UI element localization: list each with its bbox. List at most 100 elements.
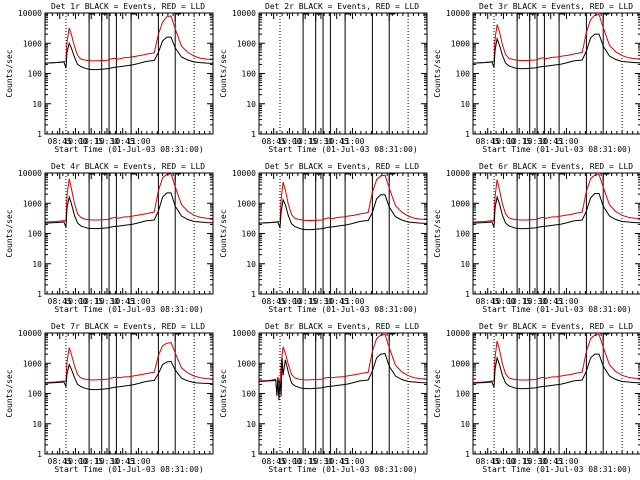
x-tick-label: 11:00 xyxy=(126,297,150,306)
panel-title: Det 7r BLACK = Events, RED = LLD xyxy=(51,322,205,331)
y-tick-label: 100 xyxy=(456,230,471,239)
x-tick-label: 10:45 xyxy=(325,137,349,146)
x-tick-label: 10:00 xyxy=(277,137,301,146)
series-events-line xyxy=(473,353,640,390)
x-tick-label: 10:00 xyxy=(63,297,87,306)
x-tick-label: 10:30 xyxy=(523,297,547,306)
series-lld-line xyxy=(473,13,640,64)
y-tick-label: 10 xyxy=(460,260,470,269)
x-tick-label: 10:00 xyxy=(277,297,301,306)
series-events-line xyxy=(259,352,427,401)
x-tick-label: 10:45 xyxy=(111,297,135,306)
x-axis-label: Start Time (01-Jul-03 08:31:00) xyxy=(482,465,631,474)
x-tick-label: 11:00 xyxy=(554,297,578,306)
x-tick-label: 10:15 xyxy=(507,457,531,466)
x-tick-label: 08:45 xyxy=(48,457,72,466)
x-tick-label: 10:00 xyxy=(491,297,515,306)
series-lld-line xyxy=(45,15,213,64)
x-tick-label: 10:00 xyxy=(491,137,515,146)
x-tick-label: 10:30 xyxy=(309,297,333,306)
y-tick-label: 1 xyxy=(251,130,256,139)
x-tick-label: 10:00 xyxy=(63,137,87,146)
x-tick-label: 10:30 xyxy=(309,457,333,466)
y-tick-label: 100 xyxy=(456,390,471,399)
x-tick-label: 11:00 xyxy=(340,137,364,146)
y-tick-label: 100 xyxy=(28,230,43,239)
x-tick-label: 11:00 xyxy=(340,297,364,306)
x-tick-label: 10:30 xyxy=(95,297,119,306)
x-tick-label: 10:45 xyxy=(539,297,563,306)
panel-title: Det 3r BLACK = Events, RED = LLD xyxy=(479,2,633,11)
y-tick-label: 10 xyxy=(246,260,256,269)
panel-det-1: Det 1r BLACK = Events, RED = LLD 1 10 100 10… xyxy=(5,2,214,154)
x-tick-label: 10:30 xyxy=(95,457,119,466)
y-tick-label: 1000 xyxy=(23,359,42,368)
series-lld-line xyxy=(45,342,213,384)
x-tick-label: 10:30 xyxy=(309,137,333,146)
series-lld-line xyxy=(473,173,640,223)
x-tick-label: 08:45 xyxy=(476,457,500,466)
panel-title: Det 5r BLACK = Events, RED = LLD xyxy=(265,162,419,171)
y-axis-label: Counts/sec xyxy=(5,209,14,257)
panel-title: Det 6r BLACK = Events, RED = LLD xyxy=(479,162,633,171)
y-tick-label: 1 xyxy=(37,450,42,459)
x-tick-label: 11:00 xyxy=(340,457,364,466)
x-tick-label: 08:45 xyxy=(476,297,500,306)
y-tick-label: 1000 xyxy=(23,39,42,48)
y-tick-label: 10 xyxy=(246,420,256,429)
x-tick-label: 10:15 xyxy=(507,137,531,146)
x-tick-label: 10:45 xyxy=(325,297,349,306)
series-lld-line xyxy=(45,173,213,223)
panel-title: Det 4r BLACK = Events, RED = LLD xyxy=(51,162,205,171)
y-tick-label: 1000 xyxy=(451,39,470,48)
y-tick-label: 10 xyxy=(460,420,470,429)
x-tick-label: 10:30 xyxy=(95,137,119,146)
x-tick-label: 11:00 xyxy=(554,137,578,146)
x-tick-label: 11:00 xyxy=(554,457,578,466)
panel-det-4: Det 4r BLACK = Events, RED = LLD 1 10 100 10… xyxy=(5,162,214,314)
series-events-line xyxy=(473,33,640,70)
x-tick-label: 10:45 xyxy=(111,137,135,146)
panel-det-9: Det 9r BLACK = Events, RED = LLD 1 10 100 10… xyxy=(433,322,640,474)
x-tick-label: 10:00 xyxy=(491,457,515,466)
y-tick-label: 10 xyxy=(32,100,42,109)
x-tick-label: 10:30 xyxy=(523,457,547,466)
x-axis-label: Start Time (01-Jul-03 08:31:00) xyxy=(54,465,203,474)
y-tick-label: 1000 xyxy=(451,199,470,208)
y-tick-label: 10000 xyxy=(18,329,42,338)
x-tick-label: 10:45 xyxy=(325,457,349,466)
x-tick-label: 10:15 xyxy=(79,457,103,466)
y-tick-label: 10000 xyxy=(232,169,256,178)
y-tick-label: 1 xyxy=(465,450,470,459)
x-tick-label: 10:15 xyxy=(79,297,103,306)
y-tick-label: 1000 xyxy=(237,359,256,368)
y-tick-label: 10000 xyxy=(446,9,470,18)
x-tick-label: 10:00 xyxy=(63,457,87,466)
x-tick-label: 10:15 xyxy=(293,297,317,306)
x-tick-label: 10:15 xyxy=(293,457,317,466)
x-tick-label: 08:45 xyxy=(48,137,72,146)
y-axis-label: Counts/sec xyxy=(219,209,228,257)
panel-det-3: Det 3r BLACK = Events, RED = LLD 1 10 100 10… xyxy=(433,2,640,154)
x-tick-label: 10:45 xyxy=(539,457,563,466)
y-tick-label: 100 xyxy=(28,70,43,79)
x-tick-label: 08:45 xyxy=(262,297,286,306)
panel-title: Det 1r BLACK = Events, RED = LLD xyxy=(51,2,205,11)
y-tick-label: 1 xyxy=(251,290,256,299)
y-tick-label: 10000 xyxy=(18,169,42,178)
panel-title: Det 2r BLACK = Events, RED = LLD xyxy=(265,2,419,11)
x-axis-label: Start Time (01-Jul-03 08:31:00) xyxy=(268,465,417,474)
series-events-line xyxy=(45,360,213,391)
y-tick-label: 1000 xyxy=(237,199,256,208)
x-tick-label: 11:00 xyxy=(126,137,150,146)
y-axis-label: Counts/sec xyxy=(5,369,14,417)
x-tick-label: 08:45 xyxy=(262,137,286,146)
y-axis-label: Counts/sec xyxy=(433,49,442,97)
y-tick-label: 1 xyxy=(251,450,256,459)
y-axis-label: Counts/sec xyxy=(433,369,442,417)
x-axis-label: Start Time (01-Jul-03 08:31:00) xyxy=(268,145,417,154)
y-tick-label: 1 xyxy=(37,290,42,299)
y-tick-label: 100 xyxy=(28,390,43,399)
x-tick-label: 08:45 xyxy=(48,297,72,306)
